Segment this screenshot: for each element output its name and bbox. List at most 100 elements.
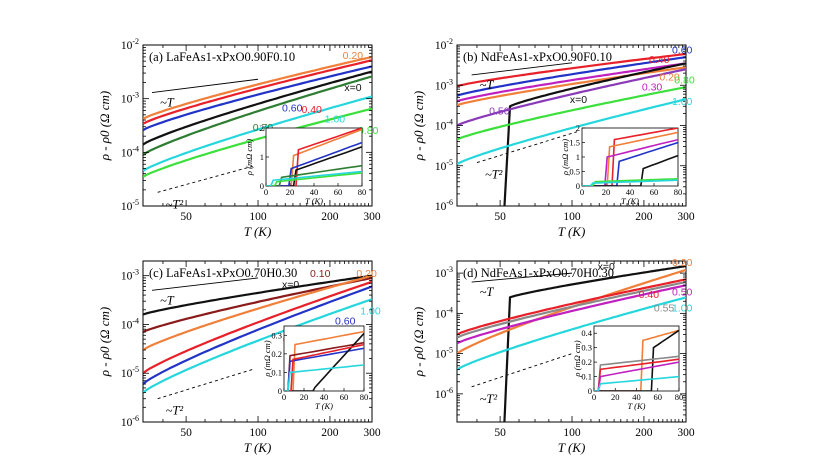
y-tick-exp: -5 bbox=[132, 365, 139, 374]
inset-area bbox=[582, 128, 678, 186]
inset-x-tick-label: 40 bbox=[626, 187, 635, 197]
panel-title: (a) LaFeAs1-xPxO0.90F0.10 bbox=[149, 50, 295, 64]
inset-curve bbox=[594, 358, 679, 391]
y-tick-label: 10-4 bbox=[121, 144, 139, 159]
inset-x-tick-label: 80 bbox=[675, 392, 684, 402]
ref-T-line bbox=[151, 78, 259, 93]
inset-curve bbox=[266, 128, 362, 186]
inset-x-tick-label: 60 bbox=[334, 187, 343, 197]
y-tick-base: 10 bbox=[435, 268, 447, 280]
inset-y-tick-label: 2 bbox=[260, 123, 264, 133]
inset-y-label: ρ (mΩ cm) bbox=[262, 340, 272, 377]
y-tick-exp: -6 bbox=[446, 386, 453, 395]
inset-y-tick-label: 1 bbox=[260, 152, 264, 162]
inset-x-label: T (K) bbox=[621, 196, 639, 206]
series-label: 1.00 bbox=[360, 305, 381, 317]
y-tick-exp: -4 bbox=[446, 305, 453, 314]
inset-x-tick-label: 80 bbox=[360, 392, 369, 402]
inset-y-tick-label: 1 bbox=[576, 152, 580, 162]
inset: 0 20 40 60 80 0 1 2 T (K) ρ (mΩ cm) bbox=[244, 123, 366, 206]
series-label: 0.40 bbox=[649, 54, 670, 66]
inset-y-tick-label: 0.3 bbox=[581, 343, 592, 353]
y-tick-base: 10 bbox=[121, 271, 133, 283]
x-axis-label: T (K) bbox=[558, 224, 586, 239]
ref-T-line-label: ~T bbox=[160, 96, 175, 110]
inset-curve bbox=[284, 343, 364, 391]
inset-curve bbox=[284, 341, 364, 391]
inset-y-tick-label: 1.5 bbox=[569, 138, 580, 148]
series-label: x=0 bbox=[570, 94, 587, 106]
y-tick-exp: -6 bbox=[132, 414, 139, 423]
inset-y-label: ρ (mΩ cm) bbox=[244, 139, 254, 176]
x-tick-label: 200 bbox=[321, 211, 339, 223]
plot-area bbox=[457, 52, 686, 206]
y-tick-label: 10-5 bbox=[435, 346, 453, 361]
series-label: x=0 bbox=[344, 82, 361, 94]
ref-T2-line-label: ~T² bbox=[480, 392, 498, 406]
inset-x-tick-label: 0 bbox=[592, 392, 596, 402]
x-tick-label: 200 bbox=[635, 211, 653, 223]
inset-area bbox=[284, 330, 364, 391]
x-tick-label: 300 bbox=[677, 211, 695, 223]
inset-x-tick-label: 80 bbox=[358, 187, 367, 197]
inset-curve bbox=[594, 329, 679, 391]
series-curve bbox=[503, 264, 686, 422]
inset-x-tick-label: 20 bbox=[286, 187, 295, 197]
y-tick-exp: -6 bbox=[446, 198, 453, 207]
inset-x-tick-label: 60 bbox=[340, 392, 349, 402]
series-curve bbox=[143, 298, 372, 394]
y-tick-base: 10 bbox=[121, 147, 133, 159]
inset-x-tick-label: 20 bbox=[611, 392, 620, 402]
inset-y-tick-label: 0.5 bbox=[569, 167, 580, 177]
inset-x-label: T (K) bbox=[315, 401, 333, 411]
series-curve bbox=[457, 296, 686, 371]
x-tick-label: 100 bbox=[563, 427, 581, 439]
inset-y-tick-label: 0 bbox=[576, 181, 580, 191]
inset-curve bbox=[582, 138, 678, 186]
inset-x-label: T (K) bbox=[627, 401, 645, 411]
y-tick-base: 10 bbox=[121, 319, 133, 331]
series-curve bbox=[143, 285, 372, 385]
inset-y-tick-label: 0.4 bbox=[581, 328, 592, 338]
series-label: 0.50 bbox=[489, 105, 510, 117]
inset-curve bbox=[284, 364, 364, 391]
series-label: 0.40 bbox=[301, 104, 322, 116]
ref-T2-line-label: ~T² bbox=[485, 168, 503, 182]
inset-curve bbox=[582, 178, 678, 186]
x-tick-label: 300 bbox=[677, 427, 695, 439]
ref-T2-line-label: ~T² bbox=[166, 404, 184, 418]
inset-curve bbox=[582, 128, 678, 186]
series-curve bbox=[143, 55, 372, 120]
x-tick-label: 300 bbox=[363, 427, 381, 439]
y-tick-label: 10-3 bbox=[121, 268, 139, 283]
inset-y-label: ρ (mΩ cm) bbox=[560, 139, 570, 176]
series-curve bbox=[457, 56, 686, 97]
inset-x-tick-label: 60 bbox=[654, 392, 663, 402]
x-axis-label: T (K) bbox=[244, 224, 272, 239]
y-tick-label: 10-3 bbox=[121, 91, 139, 106]
x-tick-label: 50 bbox=[180, 211, 192, 223]
x-tick-label: 300 bbox=[363, 211, 381, 223]
inset-x-tick-label: 40 bbox=[320, 392, 329, 402]
inset-curve bbox=[594, 355, 679, 391]
y-tick-base: 10 bbox=[435, 161, 447, 173]
inset-y-tick-label: 0.1 bbox=[271, 367, 282, 377]
y-tick-label: 10-2 bbox=[121, 37, 139, 52]
inset-curve bbox=[266, 146, 362, 186]
y-axis-label: ρ - ρ0 (Ω cm) bbox=[411, 91, 426, 162]
y-tick-label: 10-5 bbox=[121, 198, 139, 213]
inset-curve bbox=[594, 329, 679, 391]
plot-area bbox=[143, 274, 372, 400]
inset-x-tick-label: 80 bbox=[674, 187, 683, 197]
y-tick-exp: -2 bbox=[446, 37, 453, 46]
inset-curve bbox=[266, 128, 362, 186]
panel-title: (c) LaFeAs1-xPxO0.70H0.30 bbox=[149, 266, 297, 280]
inset-curve bbox=[594, 361, 679, 391]
series-curve bbox=[143, 274, 372, 351]
series-curve bbox=[457, 86, 686, 141]
